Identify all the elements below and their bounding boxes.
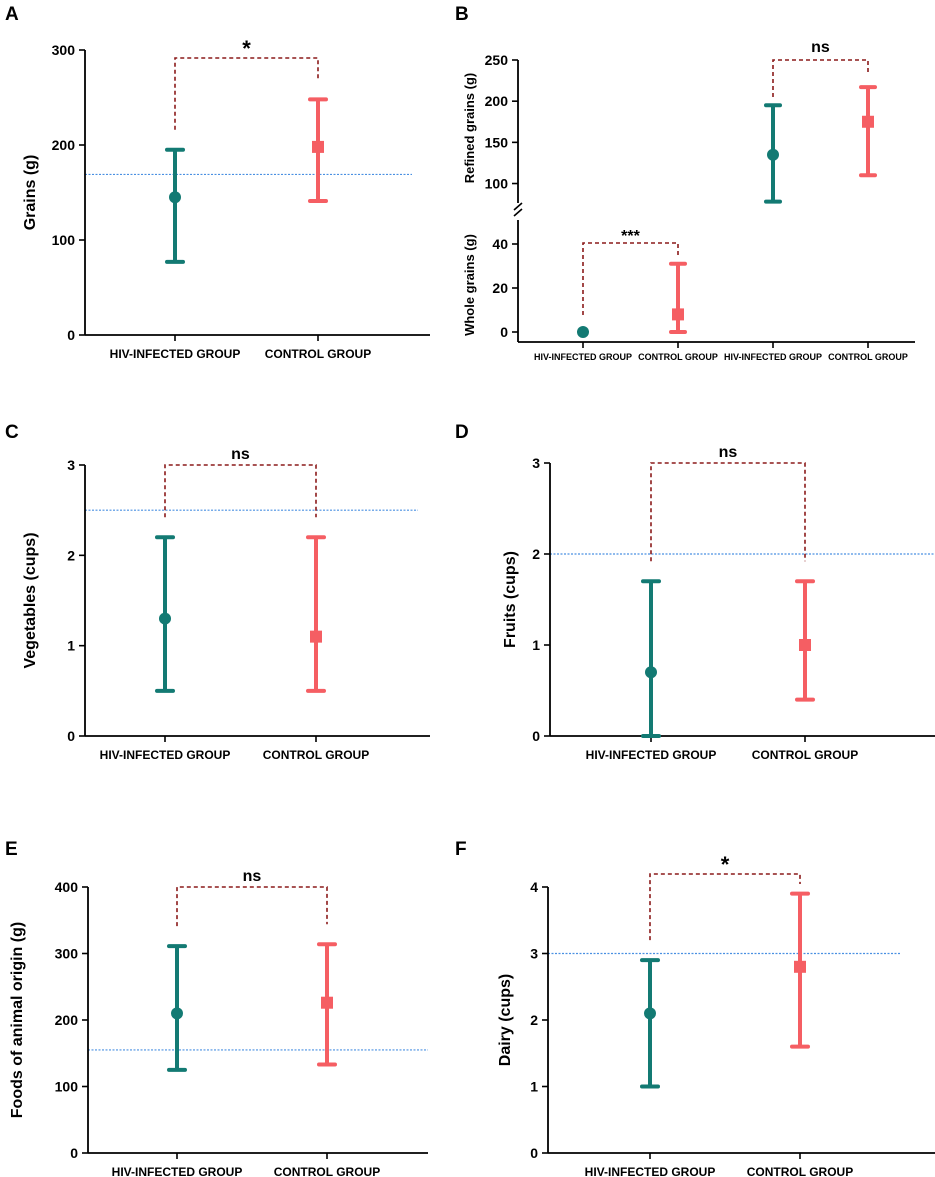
panel-f-letter: F <box>455 839 467 860</box>
panel-b-x-tick-label: CONTROL GROUP <box>638 352 718 362</box>
panel-d-letter: D <box>455 422 469 443</box>
panel-a-significance-label: * <box>242 36 251 61</box>
panel-f-y-tick-label: 3 <box>530 946 538 962</box>
panel-b-x-tick-label: HIV-INFECTED GROUP <box>724 352 822 362</box>
panel-d-y-tick-label: 0 <box>532 728 540 744</box>
panel-f-significance-bracket <box>649 873 801 941</box>
panel-b-upper-y-tick-label: 150 <box>485 134 509 150</box>
panel-c-x-tick-label: CONTROL GROUP <box>263 748 369 762</box>
panel-c-y-tick-label: 1 <box>67 638 75 654</box>
panel-b-upper-hiv-mean-point <box>767 148 779 161</box>
panel-f-y-tick-label: 0 <box>530 1145 538 1161</box>
panel-c-y-tick-label: 2 <box>67 547 75 563</box>
panel-e-y-tick-label: 100 <box>55 1079 79 1095</box>
panel-b-lower-y-axis-label: Whole grains (g) <box>462 234 477 336</box>
panel-b-upper-significance-label: ns <box>811 39 830 56</box>
panel-c-letter: C <box>5 422 19 443</box>
panel-a-letter: A <box>5 4 19 25</box>
panel-e-letter: E <box>5 839 18 860</box>
panel-e-control-mean-point <box>321 996 333 1009</box>
panel-a-y-tick-label: 0 <box>67 327 75 343</box>
panel-e-significance-label: ns <box>243 868 262 885</box>
panel-b-axis-break <box>513 202 523 211</box>
panel-a-x-tick-label: CONTROL GROUP <box>265 347 371 361</box>
panel-b-lower-significance-bracket <box>582 242 679 315</box>
panel-a-y-tick-label: 200 <box>52 137 76 153</box>
panel-b-letter: B <box>455 4 469 25</box>
panel-f-x-tick-label: CONTROL GROUP <box>747 1165 853 1177</box>
panel-e-y-axis-label: Foods of animal origin (g) <box>9 922 26 1118</box>
panel-b-lower-y-tick-label: 0 <box>500 324 508 340</box>
panel-b-lower-y-tick-label: 40 <box>492 236 508 252</box>
panel-b-x-tick-label: HIV-INFECTED GROUP <box>534 352 632 362</box>
panel-b-upper-y-tick-label: 200 <box>485 93 509 109</box>
panel-f-y-tick-label: 2 <box>530 1012 538 1028</box>
panel-c-significance-label: ns <box>231 446 250 463</box>
panel-e-hiv-mean-point <box>171 1007 183 1020</box>
panel-a-hiv-mean-point <box>169 191 181 204</box>
panel-d-hiv-mean-point <box>645 666 657 679</box>
panel-b-x-tick-label: CONTROL GROUP <box>828 352 908 362</box>
panel-d-y-axis-label: Fruits (cups) <box>502 551 519 648</box>
panel-c-y-axis-label: Vegetables (cups) <box>22 532 39 668</box>
panel-b-lower-hiv-mean-point <box>577 326 589 338</box>
panel-e-y-tick-label: 200 <box>55 1012 79 1028</box>
panel-d-x-tick-label: HIV-INFECTED GROUP <box>586 748 717 762</box>
panel-e-x-tick-label: HIV-INFECTED GROUP <box>112 1165 243 1177</box>
panel-b-lower-significance-label: *** <box>621 228 640 245</box>
panel-b-lower-control-mean-point <box>672 308 684 321</box>
panel-e-significance-bracket <box>176 886 328 927</box>
panel-c-y-tick-label: 0 <box>67 728 75 744</box>
panel-b-upper-y-axis-label: Refined grains (g) <box>462 73 477 184</box>
panel-a-control-mean-point <box>312 140 324 153</box>
panel-f-significance-label: * <box>721 852 730 877</box>
panel-e-y-tick-label: 0 <box>70 1145 78 1161</box>
panel-c-control-mean-point <box>310 630 322 643</box>
panel-c-y-tick-label: 3 <box>67 457 75 473</box>
panel-b-upper-y-tick-label: 250 <box>485 52 509 68</box>
panel-b-lower-y-tick-label: 20 <box>492 280 508 296</box>
panel-b-axis-break <box>513 208 523 217</box>
panel-e-x-tick-label: CONTROL GROUP <box>274 1165 380 1177</box>
panel-a-y-axis-label: Grains (g) <box>22 155 39 231</box>
panel-e-y-tick-label: 300 <box>55 946 79 962</box>
panel-a-x-tick-label: HIV-INFECTED GROUP <box>110 347 241 361</box>
panel-d-y-tick-label: 1 <box>532 637 540 653</box>
panel-f-y-tick-label: 4 <box>530 879 538 895</box>
panel-f-control-mean-point <box>794 960 806 973</box>
panel-b-upper-control-mean-point <box>862 115 874 128</box>
panel-f-hiv-mean-point <box>644 1007 656 1020</box>
panel-d-y-tick-label: 2 <box>532 546 540 562</box>
panel-f-x-tick-label: HIV-INFECTED GROUP <box>585 1165 716 1177</box>
panel-f-y-tick-label: 1 <box>530 1079 538 1095</box>
panel-d-significance-bracket <box>650 462 806 562</box>
panel-d-significance-label: ns <box>719 444 738 461</box>
panel-b-upper-y-tick-label: 100 <box>485 176 509 192</box>
panel-e-y-tick-label: 400 <box>55 879 79 895</box>
panel-c-x-tick-label: HIV-INFECTED GROUP <box>100 748 231 762</box>
panel-a-significance-bracket <box>174 57 319 130</box>
panel-d-x-tick-label: CONTROL GROUP <box>752 748 858 762</box>
panel-c-significance-bracket <box>164 464 317 518</box>
panel-d-control-mean-point <box>799 639 811 651</box>
panel-a-y-tick-label: 100 <box>52 232 76 248</box>
panel-b-upper-significance-bracket <box>772 59 869 97</box>
panel-f-y-axis-label: Dairy (cups) <box>497 974 514 1066</box>
panel-d-y-tick-label: 3 <box>532 455 540 471</box>
panel-c-hiv-mean-point <box>159 612 171 625</box>
panel-a-y-tick-label: 300 <box>52 42 76 58</box>
